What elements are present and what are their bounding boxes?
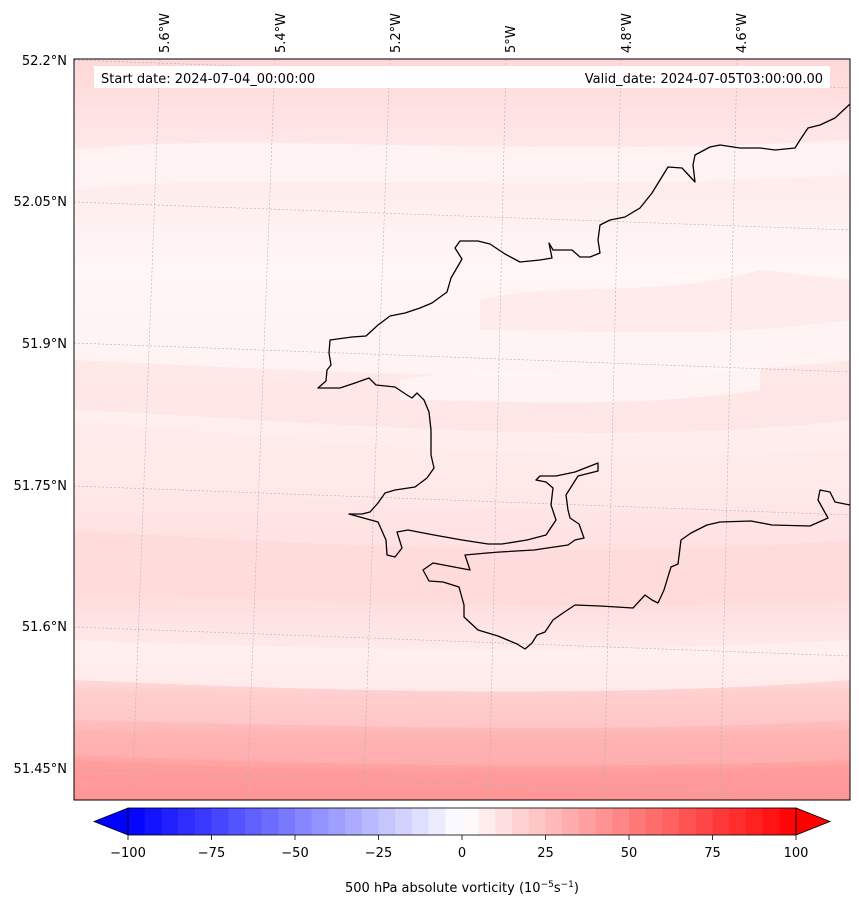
header-box bbox=[94, 66, 830, 88]
colorbar-segment bbox=[595, 808, 613, 835]
colorbar-segment bbox=[361, 808, 379, 835]
colorbar-segment bbox=[478, 808, 496, 835]
cb-tick-label: 75 bbox=[704, 846, 721, 861]
map-frame bbox=[73, 58, 851, 801]
lat-label: 51.9°N bbox=[22, 337, 67, 352]
colorbar-segment bbox=[211, 808, 229, 835]
lat-label: 52.05°N bbox=[14, 195, 67, 210]
colorbar-segment bbox=[128, 808, 146, 835]
colorbar-segment bbox=[745, 808, 764, 835]
colorbar-segment bbox=[562, 808, 580, 835]
colorbar-label: 500 hPa absolute vorticity (10−5s−1) bbox=[345, 880, 579, 896]
colorbar-segment bbox=[762, 808, 780, 835]
colorbar-segment bbox=[428, 808, 446, 835]
colorbar-segment bbox=[645, 808, 663, 835]
colorbar-segment bbox=[411, 808, 430, 835]
colorbar: −100 −75 −50 −25 0 25 50 75 100 500 hPa … bbox=[92, 807, 832, 896]
colorbar-segment bbox=[695, 808, 713, 835]
cb-tick-label: 100 bbox=[784, 846, 809, 861]
colorbar-segment bbox=[495, 808, 513, 835]
colorbar-extend-min bbox=[92, 807, 129, 836]
lon-label: 4.8°W bbox=[620, 13, 635, 53]
colorbar-segment bbox=[328, 808, 346, 835]
cb-tick-label: 0 bbox=[458, 846, 466, 861]
colorbar-segment bbox=[779, 808, 797, 835]
valid-date: Valid_date: 2024-07-05T03:00:00.00 bbox=[585, 72, 823, 87]
cb-tick-label: −50 bbox=[281, 846, 308, 861]
latitude-labels: 52.2°N 52.05°N 51.9°N 51.75°N 51.6°N 51.… bbox=[14, 54, 67, 777]
cb-tick-label: −100 bbox=[110, 846, 146, 861]
colorbar-segment bbox=[612, 808, 630, 835]
colorbar-segment bbox=[378, 808, 396, 835]
lon-label: 4.6°W bbox=[735, 13, 750, 53]
colorbar-segment bbox=[395, 808, 413, 835]
cb-tick-label: 50 bbox=[621, 846, 638, 861]
colorbar-segment bbox=[144, 808, 162, 835]
colorbar-segment bbox=[261, 808, 279, 835]
colorbar-segment bbox=[295, 808, 313, 835]
lon-label: 5.4°W bbox=[274, 13, 289, 53]
colorbar-segment bbox=[545, 808, 563, 835]
lat-label: 51.45°N bbox=[14, 762, 67, 777]
start-date: Start date: 2024-07-04_00:00:00 bbox=[101, 72, 315, 87]
colorbar-extend-max bbox=[795, 807, 832, 836]
colorbar-segment bbox=[194, 808, 212, 835]
lon-label: 5.6°W bbox=[158, 13, 173, 53]
colorbar-segment bbox=[729, 808, 747, 835]
colorbar-segment bbox=[445, 808, 463, 835]
lon-label: 5.2°W bbox=[389, 13, 404, 53]
colorbar-segment bbox=[662, 808, 680, 835]
cb-tick-label: −25 bbox=[365, 846, 392, 861]
colorbar-segment bbox=[712, 808, 730, 835]
cb-tick-label: −75 bbox=[198, 846, 225, 861]
colorbar-segment bbox=[679, 808, 697, 835]
colorbar-segments bbox=[128, 808, 797, 835]
colorbar-tick-labels: −100 −75 −50 −25 0 25 50 75 100 bbox=[110, 846, 808, 861]
colorbar-segment bbox=[278, 808, 296, 835]
cb-tick-label: 25 bbox=[537, 846, 554, 861]
colorbar-segment bbox=[161, 808, 179, 835]
colorbar-segment bbox=[311, 808, 329, 835]
lat-label: 52.2°N bbox=[22, 54, 67, 69]
coastline bbox=[317, 103, 850, 650]
colorbar-segment bbox=[244, 808, 263, 835]
lon-label: 5°W bbox=[504, 25, 519, 53]
colorbar-segment bbox=[228, 808, 246, 835]
colorbar-ticks bbox=[127, 835, 797, 840]
gridlines bbox=[74, 59, 850, 800]
colorbar-segment bbox=[512, 808, 530, 835]
colorbar-segment bbox=[578, 808, 597, 835]
colorbar-segment bbox=[178, 808, 196, 835]
colorbar-segment bbox=[462, 808, 480, 835]
colorbar-segment bbox=[629, 808, 647, 835]
lat-label: 51.75°N bbox=[14, 479, 67, 494]
map-panel: Start date: 2024-07-04_00:00:00 Valid_da… bbox=[73, 58, 851, 801]
colorbar-segment bbox=[345, 808, 363, 835]
longitude-labels: 5.6°W 5.4°W 5.2°W 5°W 4.8°W 4.6°W bbox=[158, 13, 750, 53]
colorbar-segment bbox=[528, 808, 546, 835]
lat-label: 51.6°N bbox=[22, 620, 67, 635]
vorticity-bands bbox=[74, 140, 850, 800]
